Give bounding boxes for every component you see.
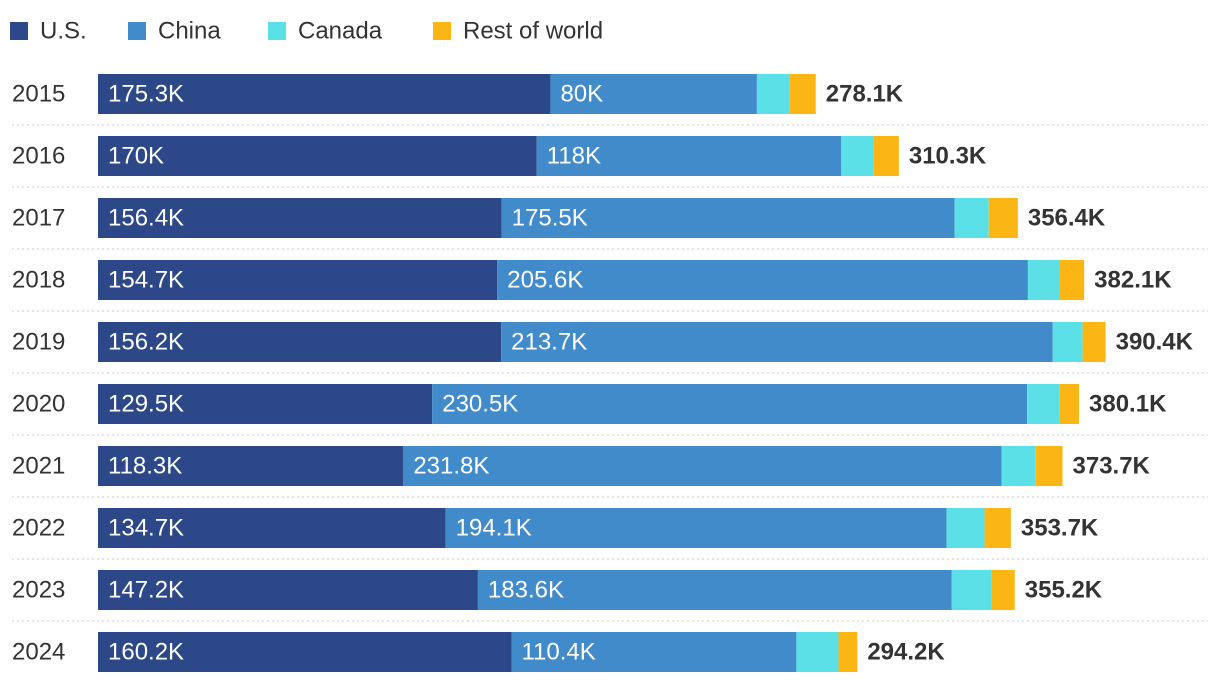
bar-segment <box>838 632 858 672</box>
bar-segment <box>988 198 1018 238</box>
data-label: 230.5K <box>442 390 518 417</box>
y-tick-label: 2023 <box>12 576 65 603</box>
data-label: 154.7K <box>108 266 184 293</box>
y-tick-label: 2018 <box>12 266 65 293</box>
bar-segment <box>1082 322 1106 362</box>
data-label: 175.5K <box>512 204 588 231</box>
y-tick-label: 2024 <box>12 638 65 665</box>
legend-swatch <box>433 22 451 40</box>
total-label: 310.3K <box>909 142 987 169</box>
legend-swatch <box>128 22 146 40</box>
data-label: 118.3K <box>108 452 182 479</box>
y-tick-label: 2016 <box>12 142 65 169</box>
legend-swatch <box>10 22 28 40</box>
y-tick-label: 2020 <box>12 390 65 417</box>
bar-segment <box>501 322 1053 362</box>
data-label: 170K <box>108 142 164 169</box>
bar-segment <box>477 570 952 610</box>
bar-segment <box>511 632 797 672</box>
bar-segment <box>984 508 1011 548</box>
data-label: 183.6K <box>488 576 564 603</box>
data-label: 80K <box>560 80 603 107</box>
bar-segment <box>951 570 992 610</box>
total-label: 380.1K <box>1089 390 1167 417</box>
bar-segment <box>1027 260 1060 300</box>
legend-label: U.S. <box>40 17 87 44</box>
bar-segment <box>98 508 446 548</box>
legend-label: Canada <box>298 17 383 44</box>
bar-segment <box>946 508 985 548</box>
legend-label: China <box>158 17 221 44</box>
data-label: 129.5K <box>108 390 184 417</box>
y-tick-label: 2021 <box>12 452 65 479</box>
y-tick-label: 2022 <box>12 514 65 541</box>
data-label: 231.8K <box>413 452 489 479</box>
bar-segment <box>536 136 842 176</box>
bar-segment <box>98 260 498 300</box>
bar-segment <box>796 632 839 672</box>
bar-segment <box>501 198 955 238</box>
data-label: 160.2K <box>108 638 184 665</box>
bar-segment <box>98 198 502 238</box>
y-tick-label: 2015 <box>12 80 65 107</box>
bar-segment <box>497 260 1028 300</box>
bar-segment <box>98 570 478 610</box>
bar-segment <box>98 322 502 362</box>
bar-segment <box>1027 384 1060 424</box>
bar-segment <box>98 136 537 176</box>
bar-segment <box>954 198 989 238</box>
bar-segment <box>98 632 512 672</box>
bar-segment <box>1035 446 1063 486</box>
data-label: 213.7K <box>511 328 587 355</box>
bar-segment <box>1059 384 1080 424</box>
total-label: 382.1K <box>1094 266 1172 293</box>
data-label: 205.6K <box>507 266 583 293</box>
data-label: 147.2K <box>108 576 184 603</box>
bar-segment <box>1001 446 1036 486</box>
data-label: 110.4K <box>521 638 595 665</box>
bar-segment <box>873 136 899 176</box>
data-label: 156.4K <box>108 204 184 231</box>
bar-segment <box>403 446 1002 486</box>
bar-segment <box>98 384 433 424</box>
data-label: 175.3K <box>108 80 184 107</box>
bar-segment <box>841 136 874 176</box>
y-tick-label: 2017 <box>12 204 65 231</box>
bar-segment <box>432 384 1028 424</box>
legend-label: Rest of world <box>463 17 603 44</box>
bar-segment <box>789 74 816 114</box>
y-tick-label: 2019 <box>12 328 65 355</box>
total-label: 390.4K <box>1116 328 1194 355</box>
total-label: 278.1K <box>826 80 904 107</box>
total-label: 356.4K <box>1028 204 1106 231</box>
bar-segment <box>991 570 1015 610</box>
total-label: 294.2K <box>867 638 945 665</box>
total-label: 353.7K <box>1021 514 1099 541</box>
bar-segment <box>98 74 551 114</box>
bar-segment <box>98 446 404 486</box>
bar-segment <box>1052 322 1083 362</box>
data-label: 156.2K <box>108 328 184 355</box>
total-label: 355.2K <box>1025 576 1103 603</box>
bar-segment <box>550 74 757 114</box>
data-label: 134.7K <box>108 514 184 541</box>
bar-segment <box>756 74 790 114</box>
data-label: 118K <box>547 142 601 169</box>
legend-swatch <box>268 22 286 40</box>
data-label: 194.1K <box>456 514 532 541</box>
total-label: 373.7K <box>1073 452 1151 479</box>
bar-segment <box>445 508 947 548</box>
bar-segment <box>1059 260 1085 300</box>
